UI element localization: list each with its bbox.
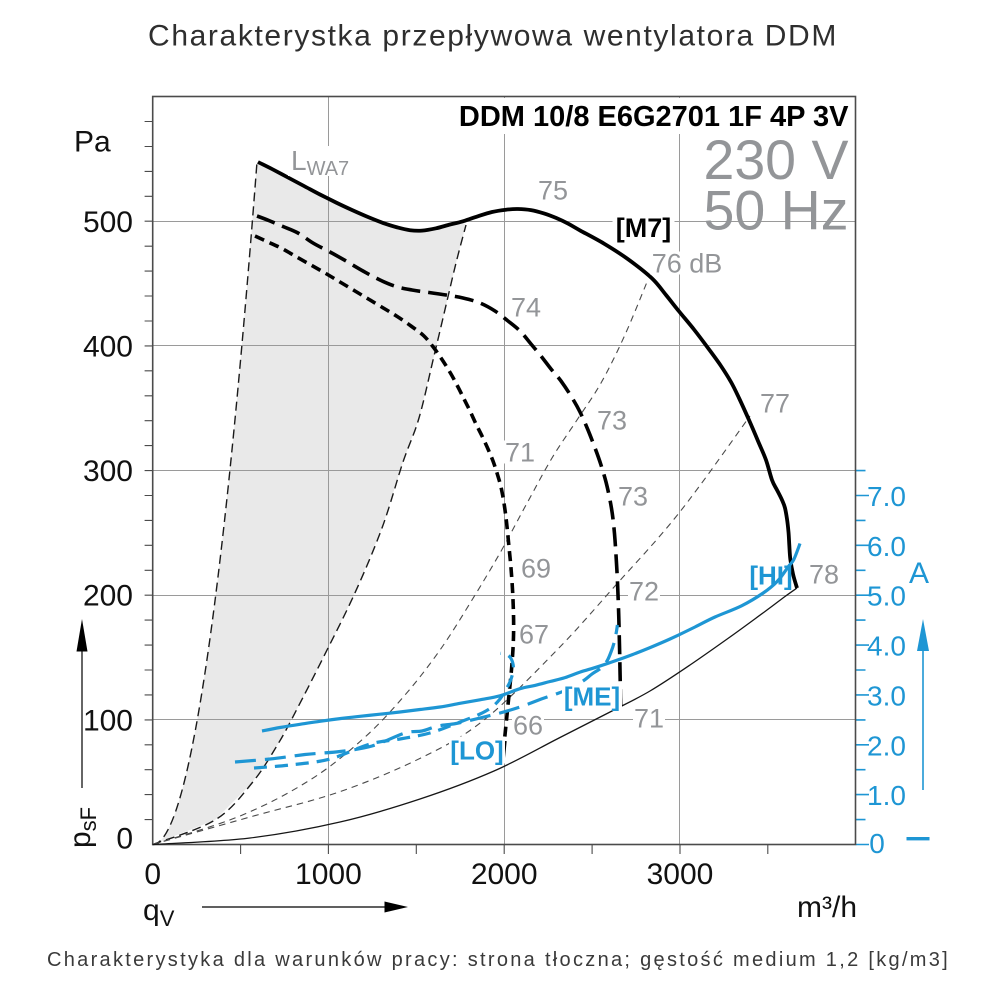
svg-text:2000: 2000 bbox=[471, 858, 538, 891]
svg-text:6.0: 6.0 bbox=[867, 531, 906, 562]
svg-text:400: 400 bbox=[83, 330, 133, 363]
svg-text:78: 78 bbox=[809, 560, 839, 590]
svg-text:Charakterystyka dla warunków p: Charakterystyka dla warunków pracy: stro… bbox=[47, 949, 950, 971]
svg-text:200: 200 bbox=[83, 580, 133, 613]
svg-text:[M7]: [M7] bbox=[616, 213, 672, 243]
svg-text:Pa: Pa bbox=[74, 126, 111, 159]
svg-text:71: 71 bbox=[505, 438, 535, 468]
svg-text:100: 100 bbox=[83, 704, 133, 737]
svg-text:7.0: 7.0 bbox=[867, 481, 906, 512]
svg-text:230 V: 230 V bbox=[703, 129, 848, 191]
svg-text:qV: qV bbox=[143, 894, 175, 931]
svg-text:500: 500 bbox=[83, 206, 133, 239]
svg-text:0: 0 bbox=[144, 858, 161, 891]
svg-text:m³/h: m³/h bbox=[797, 891, 857, 924]
svg-text:74: 74 bbox=[511, 293, 541, 323]
svg-text:3.0: 3.0 bbox=[867, 680, 906, 711]
svg-text:50 Hz: 50 Hz bbox=[704, 180, 849, 242]
svg-text:5.0: 5.0 bbox=[867, 581, 906, 612]
svg-text:0: 0 bbox=[116, 823, 133, 856]
svg-text:0: 0 bbox=[869, 828, 885, 859]
svg-text:73: 73 bbox=[618, 482, 648, 512]
svg-text:1.0: 1.0 bbox=[867, 780, 906, 811]
svg-text:71: 71 bbox=[634, 704, 664, 734]
svg-text:77: 77 bbox=[760, 389, 790, 419]
svg-text:DDM 10/8 E6G2701 1F 4P 3V: DDM 10/8 E6G2701 1F 4P 3V bbox=[459, 101, 849, 133]
svg-text:75: 75 bbox=[538, 176, 568, 206]
svg-text:66: 66 bbox=[513, 711, 543, 741]
svg-text:A: A bbox=[909, 557, 929, 590]
svg-text:69: 69 bbox=[521, 554, 551, 584]
svg-text:300: 300 bbox=[83, 455, 133, 488]
svg-text:[LO]: [LO] bbox=[450, 735, 503, 765]
svg-text:[ME]: [ME] bbox=[564, 681, 620, 711]
svg-text:72: 72 bbox=[629, 577, 659, 607]
svg-text:3000: 3000 bbox=[647, 858, 714, 891]
svg-text:67: 67 bbox=[519, 620, 549, 650]
svg-text:76 dB: 76 dB bbox=[652, 249, 723, 279]
svg-text:73: 73 bbox=[597, 406, 627, 436]
svg-text:Charakterystka przepływowa wen: Charakterystka przepływowa wentylatora D… bbox=[148, 20, 838, 53]
svg-text:4.0: 4.0 bbox=[867, 631, 906, 662]
svg-text:2.0: 2.0 bbox=[867, 730, 906, 761]
svg-text:1000: 1000 bbox=[295, 858, 362, 891]
